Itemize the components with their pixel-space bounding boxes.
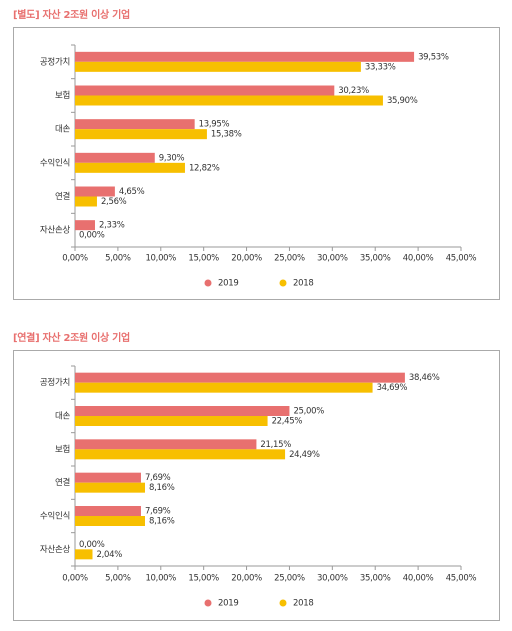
x-tick-label: 25,00% <box>274 254 305 264</box>
chart-title: [연결] 자산 2조원 이상 기업 <box>13 331 130 344</box>
x-tick-label: 30,00% <box>317 254 348 264</box>
bar <box>75 152 155 163</box>
x-tick-label: 20,00% <box>231 254 262 264</box>
x-tick-label: 5,00% <box>105 574 131 584</box>
x-tick-label: 40,00% <box>403 254 434 264</box>
bar <box>75 382 373 393</box>
value-label: 4,65% <box>119 187 145 197</box>
value-label: 2,56% <box>101 197 127 207</box>
x-tick-label: 15,00% <box>188 254 219 264</box>
y-tick-label: 자산손상 <box>40 544 71 555</box>
legend-label: 2019 <box>218 279 238 289</box>
y-tick-label: 보험 <box>55 445 70 455</box>
x-tick-label: 25,00% <box>274 574 305 584</box>
value-label: 7,69% <box>145 473 171 483</box>
chart-title: [별도] 자산 2조원 이상 기업 <box>13 8 130 21</box>
bar <box>75 549 93 560</box>
value-label: 0,00% <box>79 540 105 550</box>
x-tick-label: 10,00% <box>145 254 176 264</box>
value-label: 0,00% <box>79 231 105 241</box>
y-tick-label: 자산손상 <box>40 225 71 236</box>
y-tick-label: 연결 <box>55 191 70 202</box>
bar <box>75 506 141 516</box>
value-label: 22,45% <box>272 417 303 427</box>
bar <box>75 449 286 460</box>
x-tick-label: 0,00% <box>62 254 88 264</box>
bar <box>75 51 415 62</box>
bar <box>75 416 268 426</box>
bar <box>75 372 405 383</box>
y-tick-label: 공정가치 <box>40 377 70 388</box>
bar <box>75 439 257 450</box>
bar <box>75 186 115 197</box>
bar <box>75 162 185 173</box>
legend-label: 2019 <box>218 599 238 609</box>
x-tick-label: 35,00% <box>360 254 391 264</box>
bar <box>75 220 95 231</box>
bar <box>75 95 383 106</box>
x-tick-label: 20,00% <box>231 574 262 584</box>
value-label: 2,33% <box>99 221 125 231</box>
bar <box>75 196 97 207</box>
y-tick-label: 대손 <box>55 412 71 422</box>
x-tick-label: 10,00% <box>145 574 176 584</box>
chart-frame <box>13 350 500 621</box>
legend-label: 2018 <box>293 279 313 289</box>
bar <box>75 472 141 483</box>
y-tick-label: 수익인식 <box>40 511 70 522</box>
x-tick-label: 15,00% <box>188 574 219 584</box>
legend-marker <box>204 279 212 287</box>
value-label: 12,82% <box>189 163 220 173</box>
bar <box>75 61 361 72</box>
value-label: 7,69% <box>145 507 171 517</box>
x-tick-label: 40,00% <box>403 574 434 584</box>
value-label: 39,53% <box>418 52 449 62</box>
bar <box>75 85 335 96</box>
value-label: 13,95% <box>199 120 230 130</box>
bar <box>75 482 145 493</box>
value-label: 24,49% <box>289 450 320 460</box>
chart-frame <box>13 27 500 300</box>
x-tick-label: 45,00% <box>446 254 477 264</box>
value-label: 2,04% <box>96 550 122 560</box>
value-label: 30,23% <box>338 86 369 96</box>
legend-marker <box>279 599 287 607</box>
x-tick-label: 35,00% <box>360 574 391 584</box>
value-label: 8,16% <box>149 483 175 493</box>
x-tick-label: 30,00% <box>317 574 348 584</box>
value-label: 21,15% <box>260 440 291 450</box>
bar <box>75 129 207 140</box>
legend-marker <box>279 279 287 287</box>
x-tick-label: 5,00% <box>105 254 131 264</box>
y-tick-label: 대손 <box>55 125 71 135</box>
value-label: 38,46% <box>409 373 440 383</box>
bar <box>75 516 145 526</box>
y-tick-label: 연결 <box>55 477 70 488</box>
x-tick-label: 0,00% <box>62 574 88 584</box>
value-label: 34,69% <box>377 383 408 393</box>
value-label: 25,00% <box>293 407 324 417</box>
value-label: 15,38% <box>211 130 242 140</box>
x-tick-label: 45,00% <box>446 574 477 584</box>
y-tick-label: 보험 <box>55 91 70 101</box>
value-label: 33,33% <box>365 62 396 72</box>
y-tick-label: 공정가치 <box>40 56 70 67</box>
bar <box>75 406 290 416</box>
value-label: 8,16% <box>149 517 175 527</box>
y-tick-label: 수익인식 <box>40 157 70 168</box>
legend-marker <box>204 599 212 607</box>
value-label: 35,90% <box>387 96 418 106</box>
legend-label: 2018 <box>293 599 313 609</box>
value-label: 9,30% <box>159 153 185 163</box>
bar <box>75 119 195 130</box>
